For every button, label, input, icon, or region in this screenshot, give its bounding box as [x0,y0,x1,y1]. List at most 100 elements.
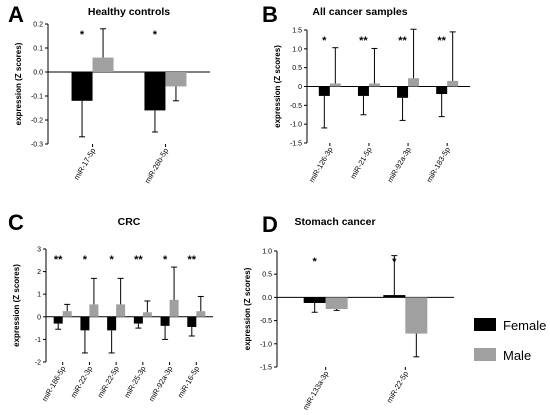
significance-marker: ** [437,35,446,47]
y-tick-label: 0.0 [262,295,272,302]
bar-female [397,86,409,98]
bar-male [116,304,126,317]
panel-b: B All cancer samples 1.5 1.0 0.5 0 -0.5 -1.0 -1.… [262,2,470,184]
category-label: miR-186-5p [40,365,67,403]
y-tick-label: -0.1 [31,94,43,101]
bar-female [71,72,93,101]
y-tick-label: -0.2 [31,118,43,125]
y-axis-label: expression (Z scores) [243,267,252,350]
category-label: miR-17-5p [72,147,97,182]
y-tick-label: -0.3 [31,142,43,149]
panel-title: All cancer samples [312,6,407,18]
bar-male [169,299,179,317]
significance-marker: * [109,254,114,266]
category-label: miR-92a-3p [147,365,174,403]
y-tick-label: 0 [298,84,302,91]
category-label: miR-22-5p [96,365,121,400]
category-label: miR-26b-5p [143,147,170,185]
bar-male [405,297,428,334]
significance-marker: ** [188,254,197,266]
significance-marker: ** [54,254,63,266]
significance-marker: * [153,29,158,41]
y-tick-label: -0.5 [290,103,302,110]
bar-male [142,312,152,317]
legend-label: Male [503,348,531,363]
bar-female [436,86,448,95]
significance-marker: * [80,29,85,41]
bar-male [368,83,380,87]
category-label: miR-92a-3p [385,146,412,184]
panel-letter: C [8,210,24,235]
y-tick-label: 1 [37,292,41,299]
panel-letter: B [262,2,278,27]
y-tick-label: 3 [37,247,41,254]
y-tick-label: 0.1 [33,46,43,53]
bar-female [187,316,197,327]
bar-female [303,297,326,303]
bar-female [160,316,170,326]
panel-title: Healthy controls [88,6,170,18]
y-tick-label: 0.2 [33,22,43,29]
significance-marker: * [392,256,397,268]
bar-female [357,86,369,96]
significance-marker: ** [359,35,368,47]
significance-marker: ** [398,35,407,47]
y-tick-label: -1.5 [260,365,272,372]
significance-marker: * [322,35,327,47]
bar-male [329,83,341,87]
bar-female [383,295,406,298]
y-tick-label: -1 [35,337,41,344]
legend-label: Female [503,318,546,333]
significance-marker: ** [134,254,143,266]
y-tick-label: -2 [35,360,41,367]
category-label: miR-25-3p [122,365,147,400]
bar-male [196,311,206,317]
category-label: miR-133a-3p [301,370,330,412]
bar-male [89,304,99,317]
bar-female [133,316,143,324]
y-axis-label: expression (Z scores) [273,45,282,128]
y-tick-label: -0.5 [260,318,272,325]
bar-male [165,72,187,87]
panel-a: A Healthy controls 0.2 0.1 0.0 -0.1 -0.2 -0.3 ex… [8,2,210,185]
significance-marker: * [163,254,168,266]
panel-letter: A [8,2,24,27]
y-tick-label: -1.0 [260,341,272,348]
y-axis-label: expression (Z scores) [12,264,21,347]
y-tick-label: 0.5 [262,272,272,279]
category-label: miR-126-3p [307,146,334,184]
bar-male [92,57,114,72]
y-tick-label: 0 [37,314,41,321]
legend-swatch [474,348,496,361]
bar-female [107,316,117,331]
y-tick-label: 1.0 [292,46,302,53]
y-tick-label: -1.5 [290,141,302,148]
bar-male [325,297,348,309]
y-tick-label: 1.5 [292,28,302,35]
panel-c: C CRC 3 2 1 0 -1 -2 expression (Z scores) miR-186… [8,210,213,403]
significance-marker: * [313,256,318,268]
bar-male [408,78,420,87]
bar-female [318,86,330,96]
y-tick-label: 1.0 [262,249,272,256]
category-label: miR-22-3p [69,365,94,400]
y-tick-label: -1.0 [290,122,302,129]
panel-title: CRC [118,216,141,228]
bar-female [80,316,90,331]
legend-swatch [474,318,496,331]
bar-female [53,316,63,324]
panel-letter: D [262,212,278,237]
panel-d: D Stomach cancer 1.0 0.5 0.0 -0.5 -1.0 -1.5 expr… [243,212,454,412]
category-label: miR-16-5p [176,365,201,400]
legend: Female Male [474,318,546,363]
y-tick-label: 0.5 [292,65,302,72]
significance-marker: * [83,254,88,266]
y-tick-label: 0.0 [33,70,43,77]
y-axis-label: expression (Z scores) [14,42,23,125]
bar-female [144,72,166,111]
category-label: miR-22-5p [385,370,410,405]
y-tick-label: 2 [37,269,41,276]
category-label: miR-183-5p [425,146,452,184]
bar-male [447,80,459,87]
